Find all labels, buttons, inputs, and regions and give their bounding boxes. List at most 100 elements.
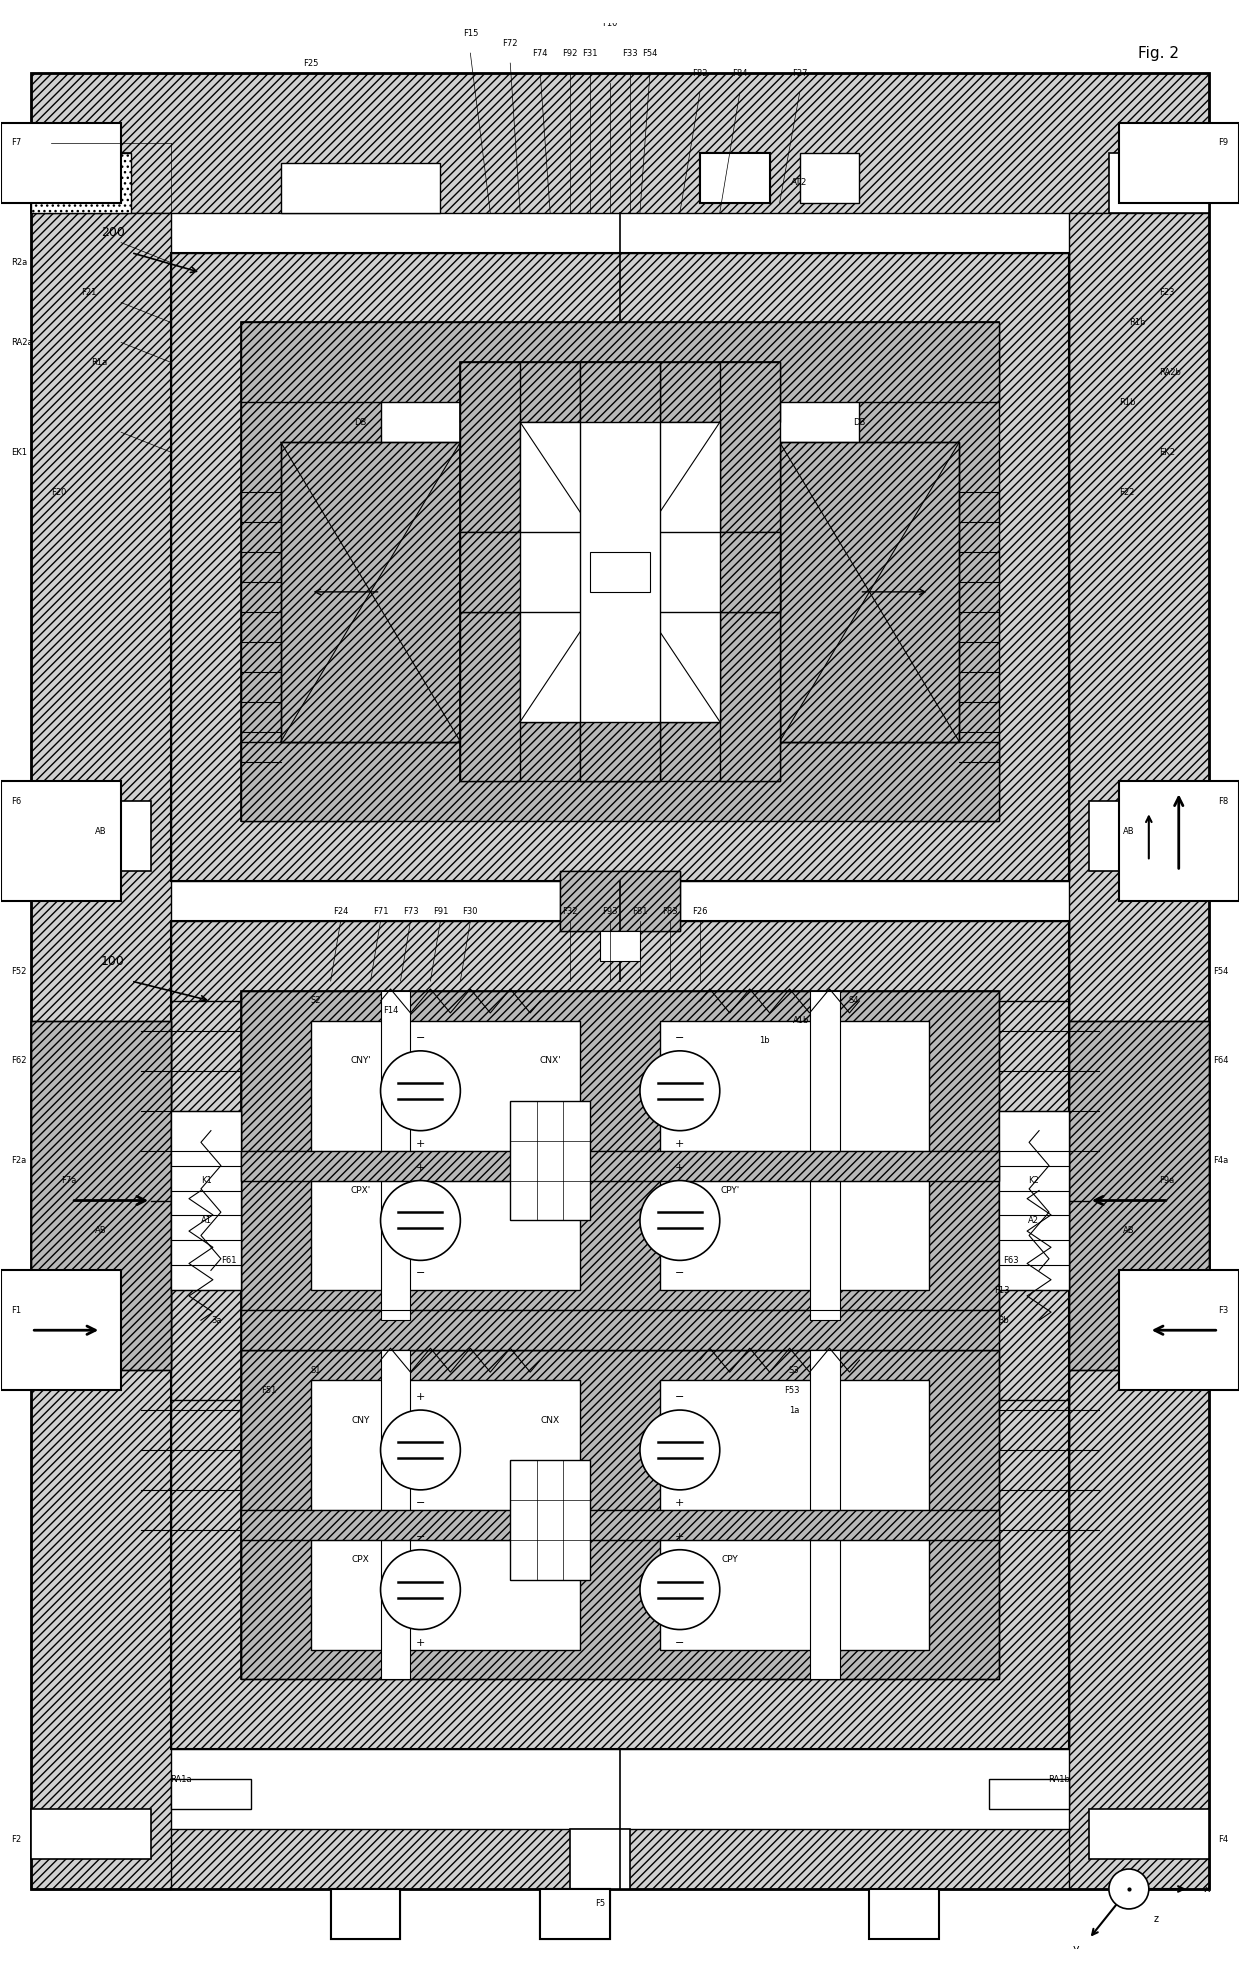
Bar: [1, 0, 1239, 24]
Text: S3: S3: [789, 1366, 800, 1374]
Text: F1: F1: [11, 1305, 21, 1315]
Bar: [719, 363, 780, 781]
Text: R1b: R1b: [1118, 398, 1136, 406]
Bar: [31, 154, 131, 213]
Bar: [241, 991, 999, 1679]
Bar: [31, 213, 171, 1888]
Text: F10: F10: [603, 18, 618, 28]
Text: R2a: R2a: [11, 258, 27, 268]
Text: F7: F7: [11, 138, 21, 148]
Text: F21: F21: [81, 288, 97, 298]
Bar: [580, 363, 660, 781]
Bar: [241, 1311, 999, 1350]
Text: F24: F24: [332, 907, 348, 917]
Bar: [280, 164, 440, 213]
Bar: [171, 920, 1069, 1750]
Bar: [241, 1311, 999, 1350]
Text: CPX: CPX: [352, 1555, 370, 1565]
Text: CNX': CNX': [539, 1056, 560, 1066]
Bar: [510, 1100, 590, 1220]
Text: F83: F83: [662, 907, 678, 917]
Text: CNX: CNX: [541, 1415, 559, 1425]
Text: AB: AB: [95, 828, 107, 836]
Text: F6: F6: [11, 796, 21, 806]
Circle shape: [640, 1409, 719, 1490]
Text: F26: F26: [692, 907, 708, 917]
Text: −: −: [415, 1531, 425, 1541]
Text: y: y: [1073, 1943, 1079, 1953]
Text: F74: F74: [532, 49, 548, 57]
Bar: [241, 1350, 999, 1679]
Bar: [171, 252, 1069, 881]
Text: −: −: [675, 1269, 684, 1279]
Bar: [241, 323, 999, 822]
Text: F82: F82: [692, 69, 708, 77]
Bar: [241, 741, 999, 822]
Text: A2: A2: [1028, 1216, 1039, 1224]
Text: RA2a: RA2a: [11, 337, 33, 347]
Text: 100: 100: [102, 954, 125, 968]
Bar: [590, 552, 650, 591]
Text: RA2b: RA2b: [1159, 369, 1180, 376]
Text: F15: F15: [463, 30, 479, 37]
Text: F2a: F2a: [11, 1157, 26, 1165]
Bar: [560, 871, 680, 930]
Text: S2: S2: [311, 997, 321, 1005]
Bar: [241, 1350, 999, 1679]
Bar: [460, 532, 521, 611]
Bar: [241, 1151, 999, 1181]
Bar: [600, 930, 640, 962]
Circle shape: [381, 1409, 460, 1490]
Bar: [1, 1271, 122, 1390]
Text: AB: AB: [95, 1226, 107, 1236]
Bar: [1, 781, 122, 901]
Text: F52: F52: [11, 966, 27, 976]
Text: −: −: [675, 1638, 684, 1648]
Text: F33: F33: [622, 49, 637, 57]
Bar: [1089, 802, 1209, 871]
Circle shape: [381, 1181, 460, 1259]
Bar: [810, 1350, 839, 1679]
Bar: [31, 1021, 171, 1370]
Bar: [521, 422, 719, 721]
Text: F25: F25: [303, 59, 319, 67]
Bar: [331, 1888, 401, 1939]
Bar: [241, 323, 381, 822]
Text: F5: F5: [595, 1900, 605, 1908]
Bar: [510, 1461, 590, 1579]
Text: A1: A1: [201, 1216, 212, 1224]
Bar: [241, 323, 999, 402]
Bar: [31, 1021, 171, 1370]
Text: CNY': CNY': [350, 1056, 371, 1066]
Bar: [541, 1888, 610, 1939]
Text: +: +: [675, 1498, 684, 1508]
Bar: [31, 73, 1209, 213]
Bar: [869, 1888, 939, 1939]
Text: F63: F63: [1003, 1256, 1019, 1265]
Text: F73: F73: [403, 907, 418, 917]
Bar: [1109, 154, 1209, 213]
Bar: [1118, 1271, 1239, 1390]
Bar: [460, 721, 780, 781]
Text: 3a: 3a: [211, 1317, 222, 1325]
Bar: [780, 442, 960, 741]
Text: F84: F84: [732, 69, 748, 77]
Text: +: +: [415, 1638, 425, 1648]
Text: 3b: 3b: [998, 1317, 1009, 1325]
Bar: [31, 1829, 1209, 1888]
Bar: [31, 154, 131, 213]
Text: F13: F13: [993, 1285, 1009, 1295]
Bar: [171, 1112, 241, 1291]
Text: DB: DB: [853, 418, 866, 428]
Bar: [381, 991, 410, 1321]
Bar: [171, 920, 1069, 1750]
Text: F20: F20: [51, 487, 67, 497]
Text: AB: AB: [1123, 828, 1135, 836]
Bar: [1089, 1809, 1209, 1859]
Text: 1a: 1a: [789, 1405, 800, 1415]
Bar: [171, 1780, 250, 1809]
Circle shape: [381, 1051, 460, 1131]
Text: −: −: [675, 1033, 684, 1043]
Bar: [780, 442, 960, 741]
Bar: [699, 154, 770, 203]
